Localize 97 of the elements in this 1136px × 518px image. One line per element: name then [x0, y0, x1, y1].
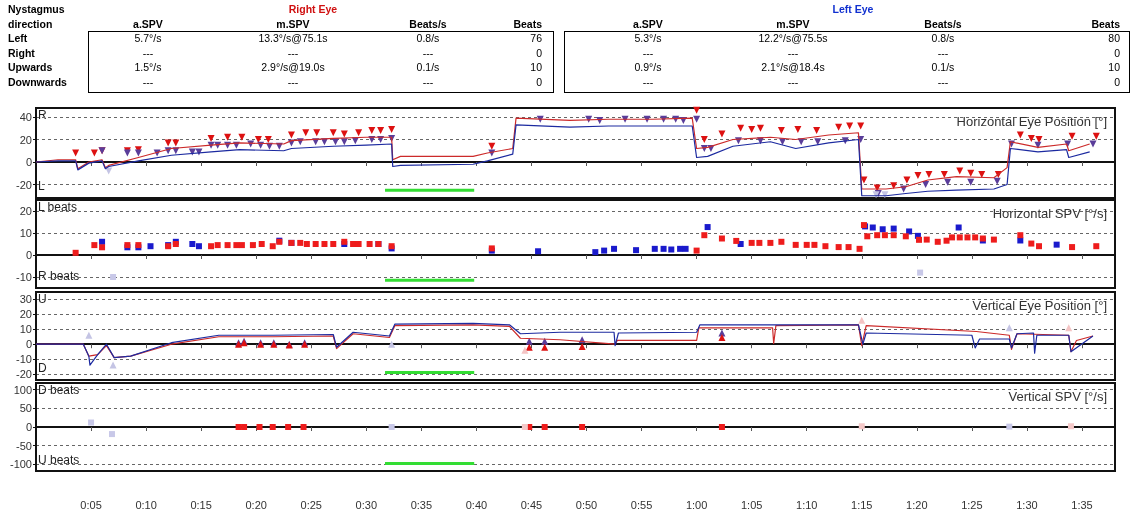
y-tick-label: -10 — [16, 353, 32, 366]
text: --- — [936, 74, 950, 89]
text: Horizontal Eye Position [°] — [956, 114, 1107, 129]
y-tick-label: -20 — [16, 178, 32, 191]
y-tick-label: 20 — [19, 308, 32, 321]
x-tick-label: 0:15 — [190, 498, 212, 511]
annotation: L — [38, 179, 45, 193]
text: m.SPV — [275, 16, 311, 31]
text: 80 — [1107, 31, 1121, 46]
y-tick-label: 10 — [19, 227, 32, 239]
x-tick-label: 1:15 — [851, 498, 873, 511]
text: 0 — [1113, 45, 1121, 60]
text: Right Eye — [287, 2, 339, 17]
text: --- — [286, 45, 300, 60]
annotation: D beats — [38, 383, 80, 397]
text: 0.8/s — [930, 31, 956, 46]
text: 1.5°/s — [133, 60, 163, 75]
text: Horizontal SPV [°/s] — [992, 206, 1107, 221]
y-tick-label: 0 — [25, 156, 32, 168]
text: Beats — [1090, 16, 1121, 31]
text: a.SPV — [632, 16, 664, 31]
text: --- — [786, 74, 800, 89]
text: 13.3°/s@75.1s — [257, 31, 329, 46]
x-tick-label: 0:20 — [245, 498, 267, 511]
text: 12.2°/s@75.5s — [757, 31, 829, 46]
x-tick-label: 0:35 — [410, 498, 433, 511]
text: 5.7°/s — [133, 31, 163, 46]
x-tick-label: 1:30 — [1016, 498, 1038, 511]
x-tick-label: 0:05 — [80, 498, 102, 511]
text: 10 — [529, 60, 543, 75]
text: Nystagmus — [8, 2, 66, 17]
text: Left Eye — [831, 2, 875, 17]
annotation: U — [38, 292, 47, 306]
text: Beats/s — [923, 16, 963, 31]
y-tick-label: 10 — [19, 323, 32, 336]
y-tick-label: 0 — [25, 249, 32, 261]
y-tick-label: -100 — [9, 458, 32, 471]
text: Vertical SPV [°/s] — [1008, 389, 1107, 404]
x-tick-label: 0:50 — [575, 498, 598, 511]
text: --- — [936, 45, 950, 60]
y-tick-label: 0 — [25, 338, 32, 351]
text: 2.9°/s@19.0s — [260, 60, 326, 75]
text: 2.1°/s@18.4s — [760, 60, 826, 75]
y-tick-label: 20 — [19, 205, 32, 217]
x-tick-label: 0:55 — [630, 498, 653, 511]
text: 0.9°/s — [633, 60, 663, 75]
text: 10 — [1107, 60, 1121, 75]
text: --- — [141, 74, 155, 89]
y-tick-label: 100 — [13, 383, 32, 396]
text: direction — [8, 16, 54, 31]
annotation: U beats — [38, 453, 80, 467]
x-tick-label: 1:35 — [1071, 498, 1093, 511]
text: Right — [8, 45, 36, 60]
x-tick-label: 1:00 — [685, 498, 708, 511]
text: 0.1/s — [415, 60, 441, 75]
text: 0.8/s — [415, 31, 441, 46]
text: --- — [421, 45, 435, 60]
x-tick-label: 0:40 — [465, 498, 488, 511]
text: --- — [641, 45, 655, 60]
text: 0 — [1113, 74, 1121, 89]
annotation: D — [38, 361, 47, 375]
y-tick-label: 20 — [19, 133, 32, 146]
y-tick-label: 0 — [25, 421, 32, 433]
y-tick-label: -50 — [16, 439, 32, 452]
text: Vertical Eye Position [°] — [972, 298, 1108, 313]
text: --- — [786, 45, 800, 60]
text: 0.1/s — [930, 60, 956, 75]
x-tick-label: 1:05 — [740, 498, 763, 511]
text: --- — [286, 74, 300, 89]
text: Beats/s — [408, 16, 448, 31]
annotation: L beats — [38, 200, 77, 214]
y-tick-label: -10 — [16, 271, 32, 283]
x-tick-label: 1:25 — [961, 498, 983, 511]
text: 0 — [535, 74, 543, 89]
text: --- — [641, 74, 655, 89]
text: Upwards — [8, 60, 54, 75]
x-tick-label: 0:45 — [520, 498, 543, 511]
y-tick-label: 40 — [19, 111, 32, 123]
text: m.SPV — [775, 16, 811, 31]
text: Downwards — [8, 74, 68, 89]
text: Left — [8, 31, 29, 46]
x-tick-label: 0:10 — [135, 498, 157, 511]
y-tick-label: 30 — [19, 293, 32, 306]
text: --- — [141, 45, 155, 60]
x-tick-label: 1:10 — [796, 498, 818, 511]
x-tick-label: 1:20 — [906, 498, 928, 511]
y-tick-label: -20 — [16, 368, 32, 381]
text: Beats — [512, 16, 543, 31]
text: 76 — [529, 31, 543, 46]
annotation: R — [38, 108, 47, 122]
text: --- — [421, 74, 435, 89]
text: 0 — [535, 45, 543, 60]
text: a.SPV — [132, 16, 164, 31]
x-tick-label: 0:25 — [300, 498, 322, 511]
x-tick-label: 0:30 — [355, 498, 378, 511]
text: 5.3°/s — [633, 31, 663, 46]
y-tick-label: 50 — [19, 402, 32, 415]
